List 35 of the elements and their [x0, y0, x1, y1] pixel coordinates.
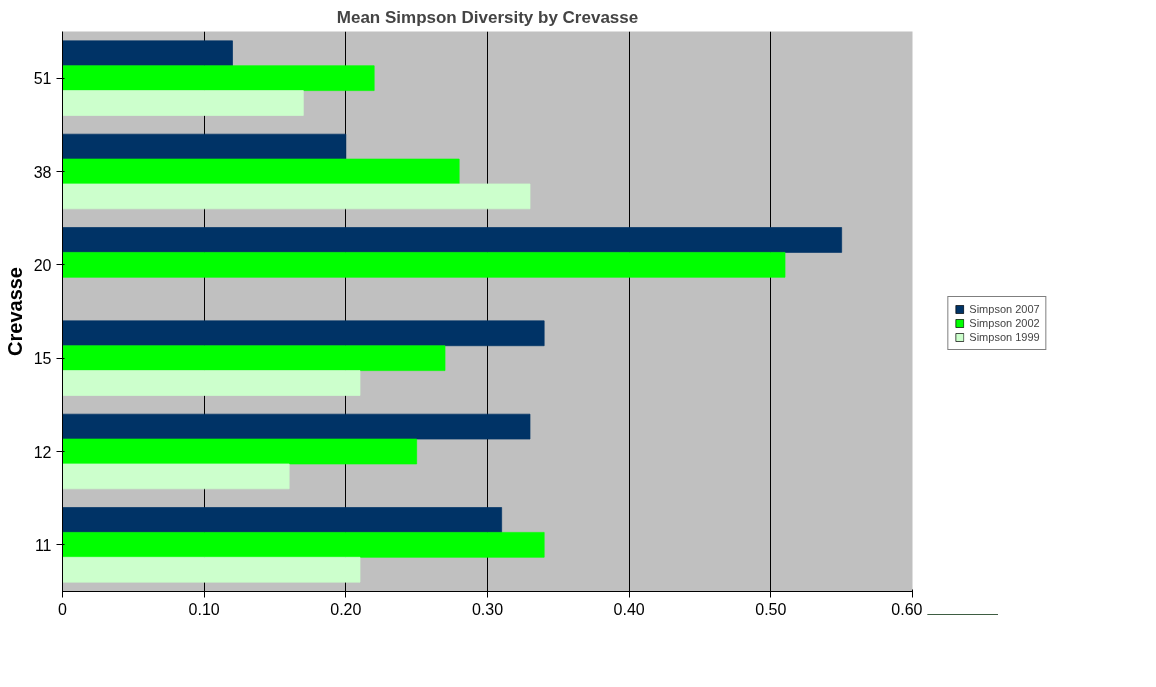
bar: [62, 413, 531, 440]
legend-label: Simpson 2007: [969, 302, 1040, 315]
bar: [62, 158, 460, 185]
x-tick-label: 0.30: [471, 600, 504, 618]
bar: [62, 133, 347, 160]
x-tick-label: 0: [58, 600, 68, 618]
y-tick-label: 12: [33, 443, 52, 461]
x-tick-label: 0.10: [188, 600, 220, 618]
legend-label: Simpson 1999: [969, 330, 1040, 343]
y-tick-label: 15: [33, 350, 52, 368]
bar: [62, 227, 843, 253]
bar: [62, 320, 545, 347]
bar: [62, 507, 503, 533]
x-tick-label: 0.50: [755, 600, 787, 618]
bar: [62, 532, 545, 558]
x-tick-label: 0.20: [330, 600, 362, 618]
bar: [62, 252, 786, 278]
bar: [62, 65, 375, 91]
bar: [62, 370, 361, 396]
legend-label: Simpson 2002: [969, 316, 1040, 329]
x-tick-label: 0.40: [613, 600, 645, 618]
y-tick-label: 20: [33, 256, 52, 274]
chart-title: Mean Simpson Diversity by Crevasse: [336, 7, 639, 27]
bar: [62, 40, 233, 67]
y-tick-label: 51: [33, 70, 52, 88]
bar: [62, 183, 531, 210]
y-tick-label: 38: [33, 163, 52, 181]
x-tick-label: 0.60: [891, 600, 923, 618]
y-tick-label: 11: [34, 536, 52, 554]
bar: [62, 556, 361, 583]
bar: [62, 345, 446, 371]
bar: [62, 438, 418, 465]
bar: [62, 90, 304, 116]
bar: [62, 463, 290, 490]
y-axis-title: Crevasse: [3, 267, 26, 356]
